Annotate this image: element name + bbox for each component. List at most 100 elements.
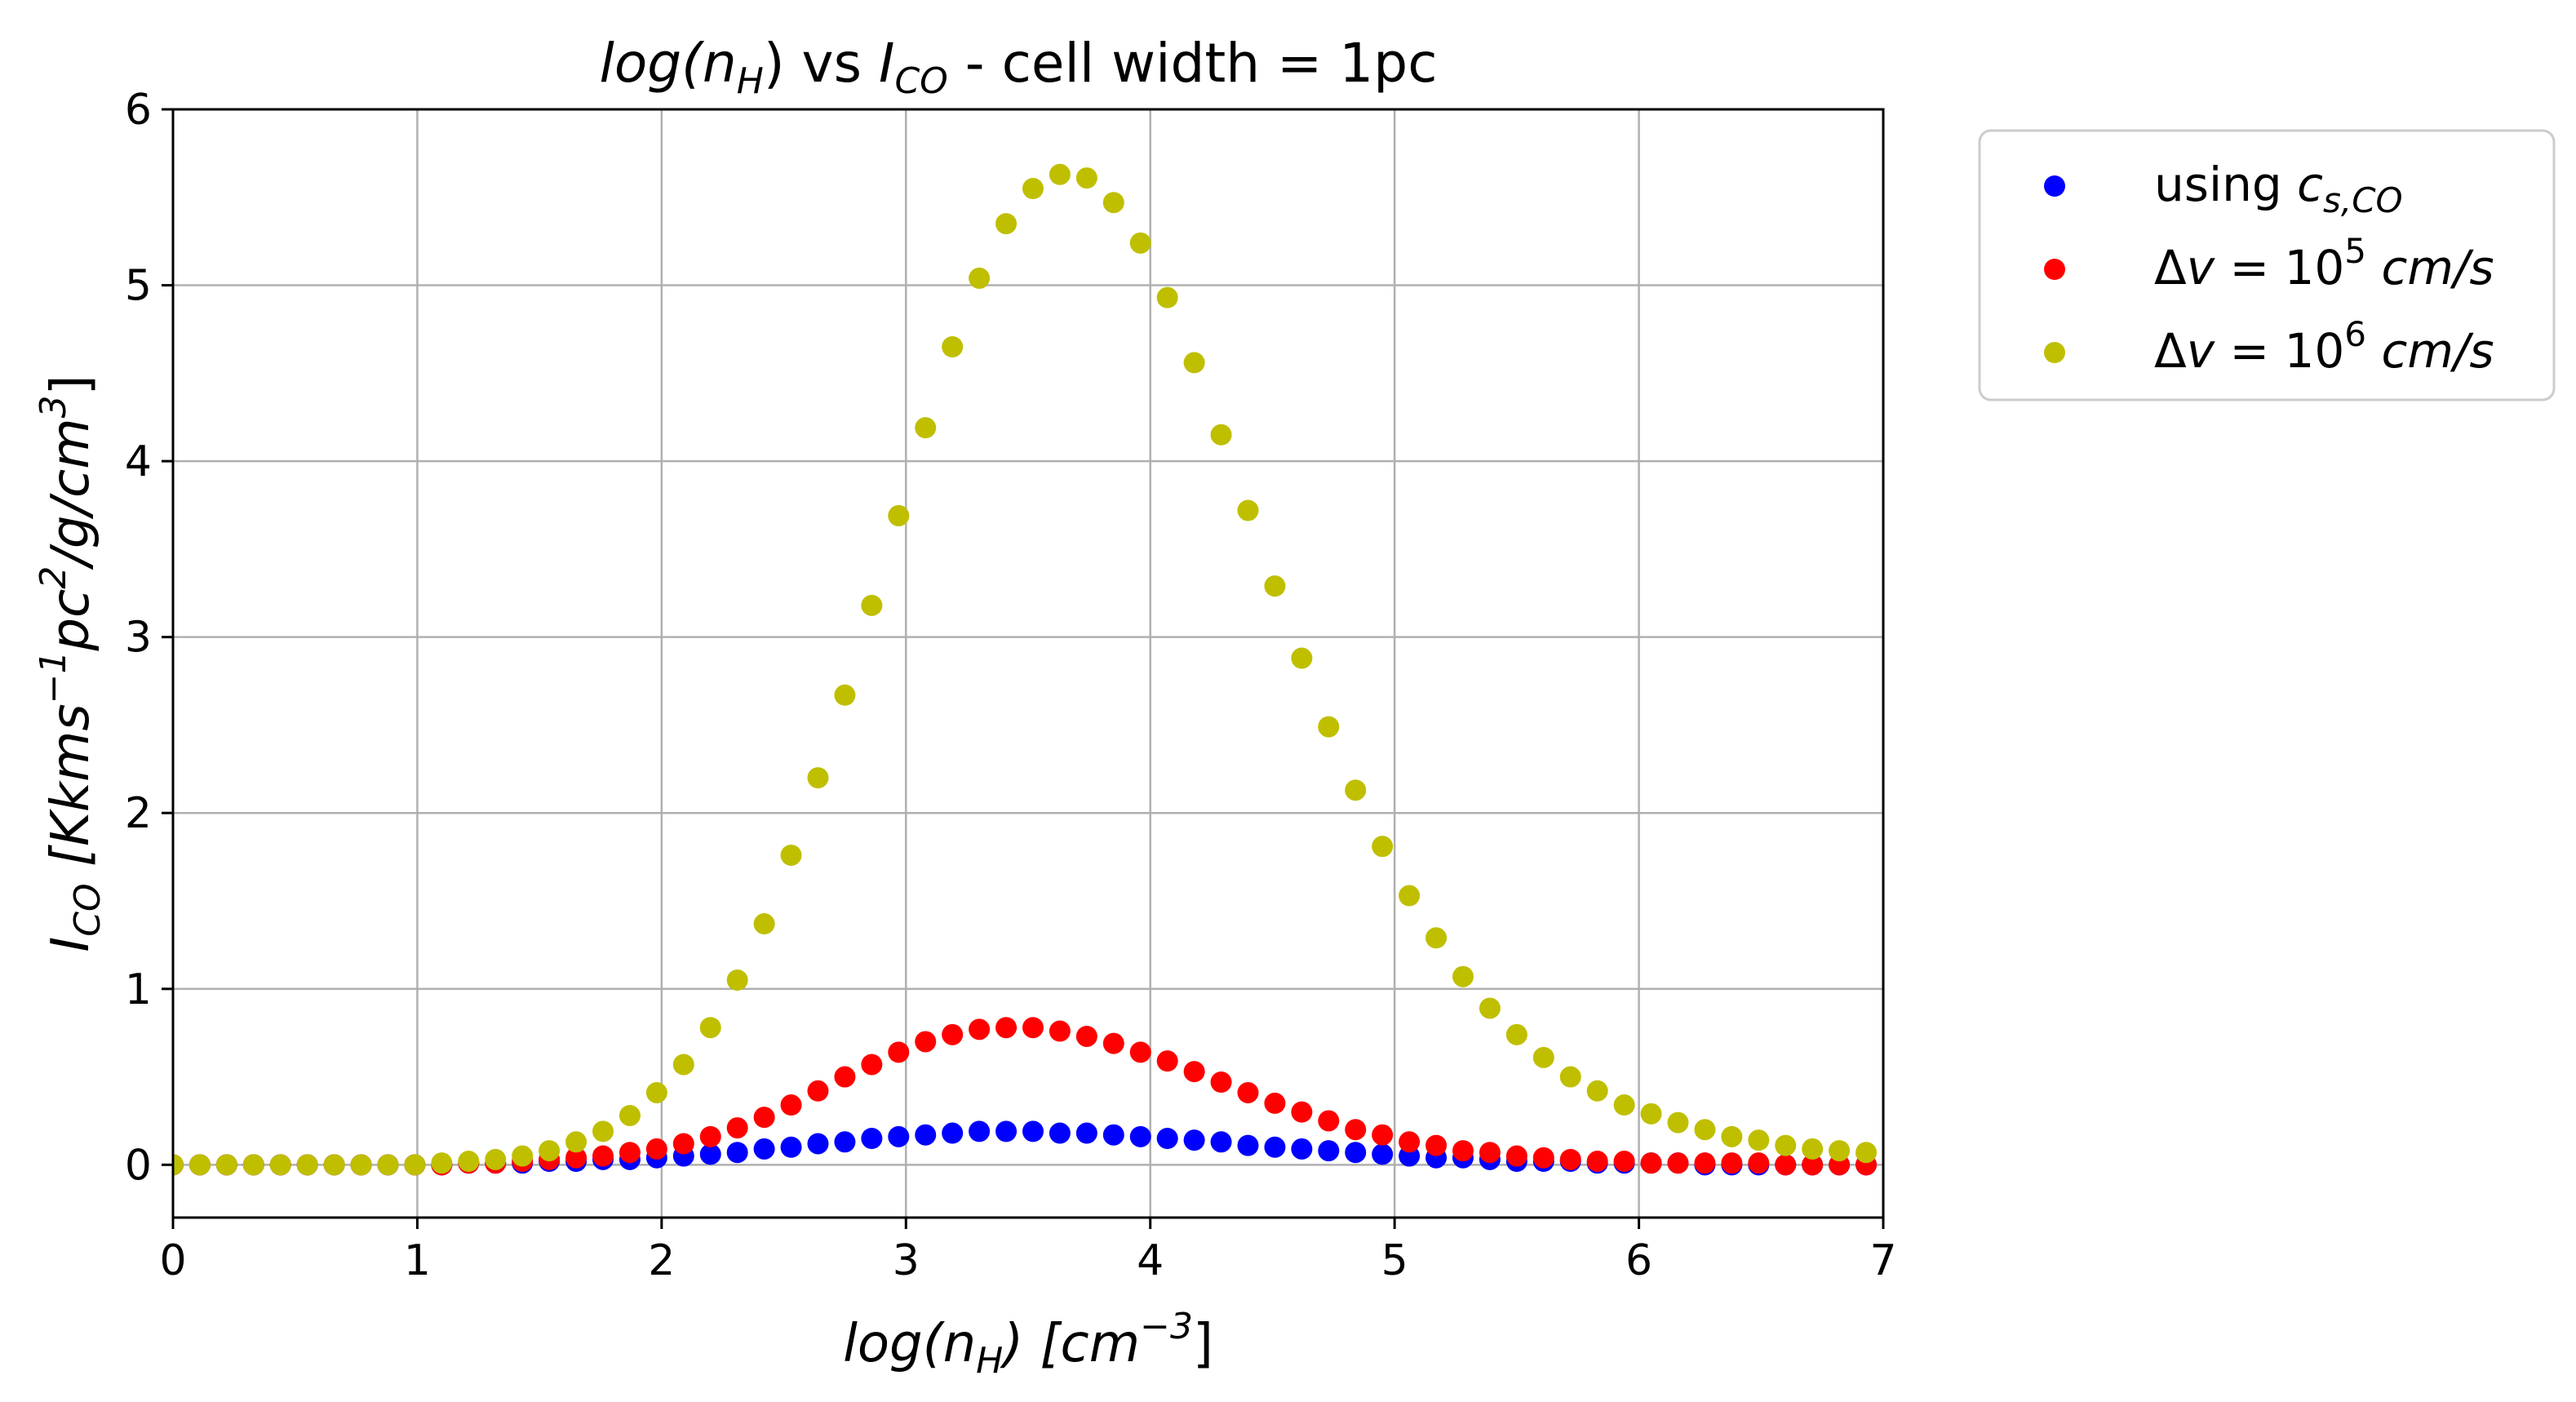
data-point: [942, 1122, 964, 1144]
data-point: [1237, 499, 1259, 521]
data-point: [1102, 1032, 1124, 1054]
data-point: [1129, 1041, 1151, 1063]
data-point: [1452, 1140, 1474, 1162]
data-point: [861, 594, 883, 616]
data-point: [1856, 1142, 1878, 1164]
data-point: [1372, 836, 1394, 858]
data-point: [1505, 1145, 1527, 1167]
data-point: [699, 1125, 721, 1147]
data-point: [1479, 997, 1501, 1019]
y-tick-label: 0: [125, 1141, 152, 1190]
title-i-symbol: I: [879, 32, 894, 95]
y-tick-label: 2: [125, 789, 152, 838]
legend-marker-dv-1e6: [2044, 342, 2065, 363]
y-tick-label: 6: [125, 86, 152, 135]
data-point: [1102, 1124, 1124, 1146]
legend: using cs,CO Δv = 105 cm/s Δv = 106 cm/s: [1978, 129, 2556, 402]
data-point: [1264, 1092, 1286, 1114]
y-axis-ticks: 0 1 2 3 4 5 6: [125, 86, 173, 1190]
data-point: [780, 1094, 802, 1116]
data-point: [1075, 167, 1097, 189]
data-point: [995, 1120, 1018, 1142]
data-point: [672, 1133, 694, 1155]
data-point: [995, 213, 1018, 235]
data-point: [1667, 1152, 1689, 1174]
data-point: [780, 1136, 802, 1158]
data-point: [699, 1143, 721, 1165]
data-point: [942, 1023, 964, 1045]
y-tick-label: 3: [125, 614, 152, 663]
data-point: [888, 504, 910, 526]
data-point: [726, 1117, 748, 1139]
x-tick-label: 3: [893, 1236, 920, 1285]
data-point: [377, 1154, 399, 1176]
data-point: [807, 1133, 829, 1155]
y-axis-label: ICO [Kkms−1pc2/g/cm3]: [33, 375, 109, 952]
legend-box: [1978, 129, 2556, 402]
data-point: [1721, 1125, 1743, 1147]
data-point: [726, 969, 748, 991]
data-point: [888, 1125, 910, 1147]
data-point: [1049, 1122, 1071, 1144]
data-point: [861, 1054, 883, 1076]
data-point: [1318, 1110, 1340, 1132]
data-point: [1345, 779, 1367, 801]
data-point: [753, 913, 775, 935]
data-point: [431, 1152, 453, 1174]
data-point: [1129, 1125, 1151, 1147]
data-point: [645, 1081, 667, 1103]
data-point: [1721, 1152, 1743, 1174]
data-point: [1640, 1103, 1662, 1125]
x-tick-label: 7: [1869, 1236, 1896, 1285]
data-point: [1237, 1081, 1259, 1103]
grid: [171, 108, 1885, 1218]
data-point: [1102, 192, 1124, 214]
chart-title: log(nH) vs ICO - cell width = 1pc: [600, 32, 1438, 102]
x-axis-label: log(nH) [cm−3]: [843, 1306, 1213, 1382]
x-tick-label: 4: [1137, 1236, 1164, 1285]
data-point: [807, 1080, 829, 1102]
data-point: [269, 1154, 291, 1176]
data-point: [485, 1148, 507, 1170]
x-tick-label: 5: [1381, 1236, 1408, 1285]
data-point: [1210, 1131, 1232, 1153]
data-point: [1667, 1111, 1689, 1134]
data-point: [780, 844, 802, 866]
data-point: [969, 1120, 991, 1142]
legend-label-dv-1e6: Δv = 106 cm/s: [2154, 314, 2494, 379]
data-point: [995, 1017, 1018, 1039]
data-point: [1775, 1134, 1797, 1156]
data-point: [726, 1142, 748, 1164]
data-point: [1613, 1094, 1635, 1116]
legend-marker-dv-1e5: [2044, 259, 2065, 280]
data-point: [1802, 1154, 1824, 1176]
data-point: [645, 1138, 667, 1160]
data-point: [619, 1104, 641, 1126]
data-point: [592, 1145, 614, 1167]
data-point: [1291, 647, 1313, 669]
data-point: [539, 1140, 561, 1162]
data-point: [1425, 927, 1448, 949]
data-point: [188, 1154, 211, 1176]
data-point: [1452, 965, 1474, 987]
data-point: [1586, 1080, 1608, 1102]
data-point: [350, 1154, 372, 1176]
data-point: [1532, 1046, 1554, 1068]
data-point: [215, 1154, 237, 1176]
data-point: [1264, 575, 1286, 597]
data-point: [1156, 1050, 1178, 1072]
data-point: [1802, 1138, 1824, 1160]
x-tick-label: 1: [404, 1236, 431, 1285]
data-point: [1748, 1129, 1770, 1151]
data-point: [1345, 1142, 1367, 1164]
data-point: [1318, 716, 1340, 738]
data-point: [1049, 163, 1071, 185]
data-point: [1479, 1142, 1501, 1164]
data-point: [1022, 1017, 1044, 1039]
data-point: [834, 1066, 856, 1088]
data-point: [619, 1142, 641, 1164]
data-point: [1613, 1151, 1635, 1173]
data-point: [969, 267, 991, 289]
